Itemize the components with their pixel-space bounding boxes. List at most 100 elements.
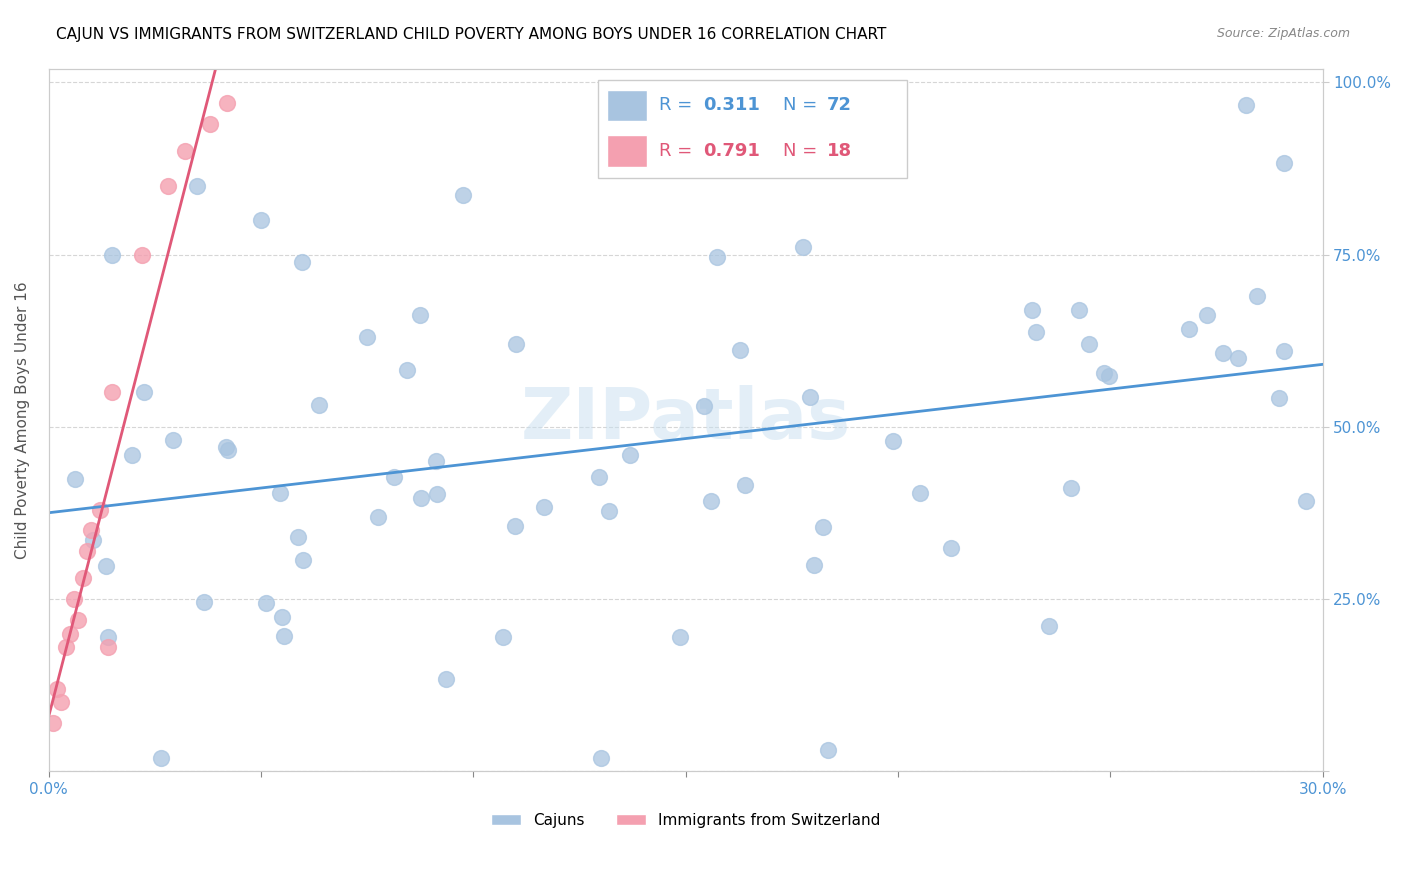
- Point: [1078, 337, 1101, 351]
- Point: [1272, 156, 1295, 170]
- Point: [700, 494, 723, 508]
- Text: 0.791: 0.791: [703, 142, 759, 160]
- Text: 18: 18: [827, 142, 852, 160]
- Point: [97, 631, 120, 645]
- Point: [434, 672, 457, 686]
- Point: [1177, 322, 1199, 336]
- Point: [291, 254, 314, 268]
- Point: [734, 477, 756, 491]
- Point: [817, 743, 839, 757]
- Bar: [607, 136, 647, 167]
- Point: [1067, 303, 1090, 318]
- Point: [80, 523, 103, 537]
- Point: [1098, 369, 1121, 384]
- Point: [803, 558, 825, 573]
- Point: [72, 571, 94, 585]
- Point: [131, 247, 153, 261]
- Point: [1197, 308, 1219, 322]
- Point: [162, 433, 184, 447]
- Point: [409, 308, 432, 322]
- Point: [1246, 289, 1268, 303]
- Point: [186, 178, 208, 193]
- Point: [96, 559, 118, 574]
- Text: CAJUN VS IMMIGRANTS FROM SWITZERLAND CHILD POVERTY AMONG BOYS UNDER 16 CORRELATI: CAJUN VS IMMIGRANTS FROM SWITZERLAND CHI…: [56, 27, 887, 42]
- Point: [193, 595, 215, 609]
- Legend: Cajuns, Immigrants from Switzerland: Cajuns, Immigrants from Switzerland: [485, 806, 887, 834]
- Text: Source: ZipAtlas.com: Source: ZipAtlas.com: [1216, 27, 1350, 40]
- Point: [1059, 481, 1081, 495]
- Point: [1226, 351, 1249, 365]
- Y-axis label: Child Poverty Among Boys Under 16: Child Poverty Among Boys Under 16: [15, 281, 30, 558]
- Point: [67, 613, 90, 627]
- Point: [198, 117, 221, 131]
- Point: [156, 178, 179, 193]
- Point: [799, 390, 821, 404]
- Point: [51, 695, 73, 709]
- Point: [1038, 619, 1060, 633]
- Point: [426, 486, 449, 500]
- Point: [505, 519, 527, 533]
- Point: [425, 454, 447, 468]
- Point: [76, 544, 98, 558]
- Point: [492, 630, 515, 644]
- Point: [217, 95, 239, 110]
- Point: [588, 469, 610, 483]
- Point: [1272, 344, 1295, 359]
- Point: [101, 385, 124, 400]
- Point: [811, 519, 834, 533]
- Point: [121, 448, 143, 462]
- Point: [63, 592, 86, 607]
- Point: [292, 553, 315, 567]
- Point: [97, 640, 120, 655]
- Text: ZIPatlas: ZIPatlas: [520, 385, 851, 454]
- Text: 72: 72: [827, 96, 852, 114]
- Point: [59, 626, 82, 640]
- Point: [409, 491, 432, 505]
- Point: [82, 533, 104, 547]
- Point: [63, 472, 86, 486]
- Point: [533, 500, 555, 515]
- Point: [89, 502, 111, 516]
- Point: [395, 363, 418, 377]
- Point: [706, 250, 728, 264]
- Point: [1025, 325, 1047, 339]
- Point: [1234, 98, 1257, 112]
- Point: [910, 486, 932, 500]
- Point: [939, 541, 962, 556]
- Text: R =: R =: [659, 142, 699, 160]
- Point: [367, 510, 389, 524]
- Point: [101, 247, 124, 261]
- Point: [882, 434, 904, 448]
- Text: 0.311: 0.311: [703, 96, 759, 114]
- Point: [217, 443, 239, 458]
- Point: [269, 486, 291, 500]
- Point: [132, 384, 155, 399]
- Point: [271, 610, 294, 624]
- Point: [55, 640, 77, 655]
- Point: [254, 596, 277, 610]
- Point: [1268, 391, 1291, 405]
- Point: [619, 448, 641, 462]
- Point: [598, 504, 620, 518]
- Point: [1295, 493, 1317, 508]
- Bar: [607, 90, 647, 121]
- Point: [1021, 303, 1043, 318]
- FancyBboxPatch shape: [598, 80, 907, 178]
- Point: [505, 337, 527, 351]
- Point: [356, 330, 378, 344]
- Point: [215, 440, 238, 454]
- Point: [173, 145, 195, 159]
- Point: [308, 398, 330, 412]
- Text: N =: N =: [783, 142, 823, 160]
- Point: [250, 213, 273, 227]
- Point: [1212, 346, 1234, 360]
- Point: [273, 629, 295, 643]
- Point: [589, 750, 612, 764]
- Text: N =: N =: [783, 96, 823, 114]
- Point: [792, 240, 814, 254]
- Point: [150, 750, 173, 764]
- Point: [693, 400, 716, 414]
- Point: [384, 470, 406, 484]
- Point: [728, 343, 751, 357]
- Point: [668, 630, 690, 644]
